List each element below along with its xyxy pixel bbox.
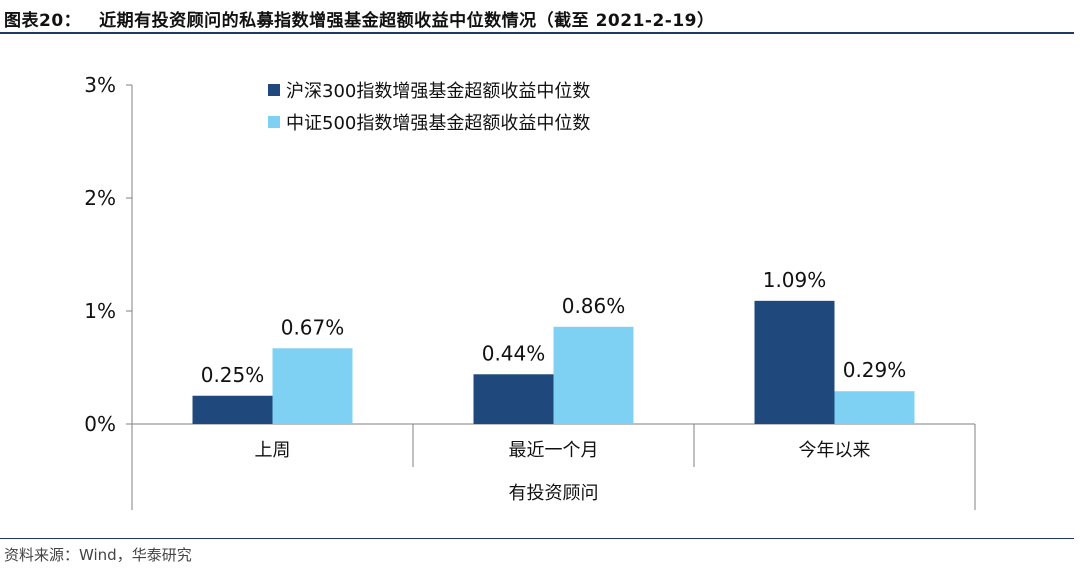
bar-series2 (272, 348, 353, 424)
data-label: 0.25% (201, 363, 265, 387)
y-tick-label: 3% (84, 73, 116, 97)
x-tick-label: 最近一个月 (509, 440, 599, 461)
bar-series1 (192, 395, 273, 424)
footer-rule (0, 538, 1074, 539)
x-tick-label: 今年以来 (799, 440, 871, 461)
bar-series1 (754, 300, 835, 424)
legend-swatch (268, 84, 280, 96)
bar-series1 (473, 374, 554, 424)
legend-label: 中证500指数增强基金超额收益中位数 (286, 113, 590, 134)
y-tick-label: 1% (84, 299, 116, 323)
y-tick-label: 2% (84, 186, 116, 210)
data-label: 0.44% (482, 341, 546, 365)
x-tick-label: 上周 (255, 440, 291, 461)
data-label: 0.67% (281, 315, 345, 339)
figure-number: 图表20： (4, 11, 82, 31)
legend-label: 沪深300指数增强基金超额收益中位数 (286, 81, 590, 102)
data-label: 1.09% (763, 268, 827, 292)
y-tick-label: 0% (84, 412, 116, 436)
x-axis-group-label: 有投资顾问 (509, 483, 599, 504)
data-label: 0.86% (562, 294, 626, 318)
legend-swatch (268, 116, 280, 128)
figure-title: 图表20： 近期有投资顾问的私募指数增强基金超额收益中位数情况（截至 2021-2… (4, 6, 715, 31)
bar-series2 (553, 326, 634, 424)
source-note: 资料来源：Wind，华泰研究 (4, 546, 192, 564)
bar-series2 (834, 391, 915, 424)
figure-title-text: 近期有投资顾问的私募指数增强基金超额收益中位数情况（截至 2021-2-19） (99, 11, 715, 31)
data-label: 0.29% (843, 358, 907, 382)
title-rule (0, 32, 1074, 34)
